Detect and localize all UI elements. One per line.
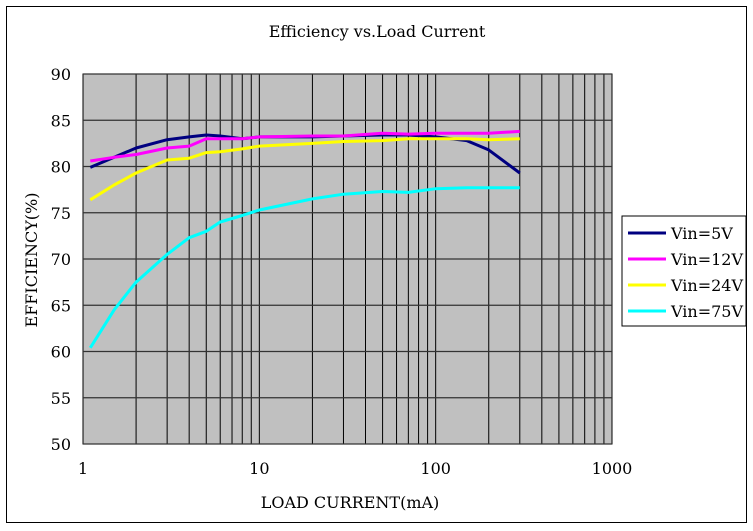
legend-label: Vin=75V — [670, 302, 743, 321]
x-tick-label: 1000 — [592, 459, 633, 478]
legend-label: Vin=5V — [670, 224, 733, 243]
y-tick-label: 55 — [51, 389, 71, 408]
y-tick-label: 70 — [51, 250, 71, 269]
x-axis-label: LOAD CURRENT(mA) — [261, 493, 440, 512]
series-line-vin-12v — [90, 129, 520, 163]
y-axis-label: EFFICIENCY(%) — [22, 193, 41, 328]
y-tick-label: 50 — [51, 435, 71, 454]
y-tick-label: 85 — [51, 111, 71, 130]
series-line-vin-75v — [89, 186, 520, 349]
x-tick-label: 100 — [420, 459, 451, 478]
series-line-vin-24v — [89, 137, 520, 202]
y-tick-label: 80 — [51, 158, 71, 177]
legend: Vin=5V Vin=12V Vin=24V Vin=75V — [621, 215, 747, 327]
y-tick-label: 90 — [51, 65, 71, 84]
y-tick-label: 60 — [51, 343, 71, 362]
y-tick-label: 75 — [51, 204, 71, 223]
x-tick-label: 10 — [249, 459, 269, 478]
legend-label: Vin=24V — [670, 276, 743, 295]
legend-label: Vin=12V — [670, 250, 743, 269]
y-tick-label: 65 — [51, 296, 71, 315]
x-tick-label: 1 — [78, 459, 88, 478]
chart-title: Efficiency vs.Load Current — [269, 22, 486, 41]
